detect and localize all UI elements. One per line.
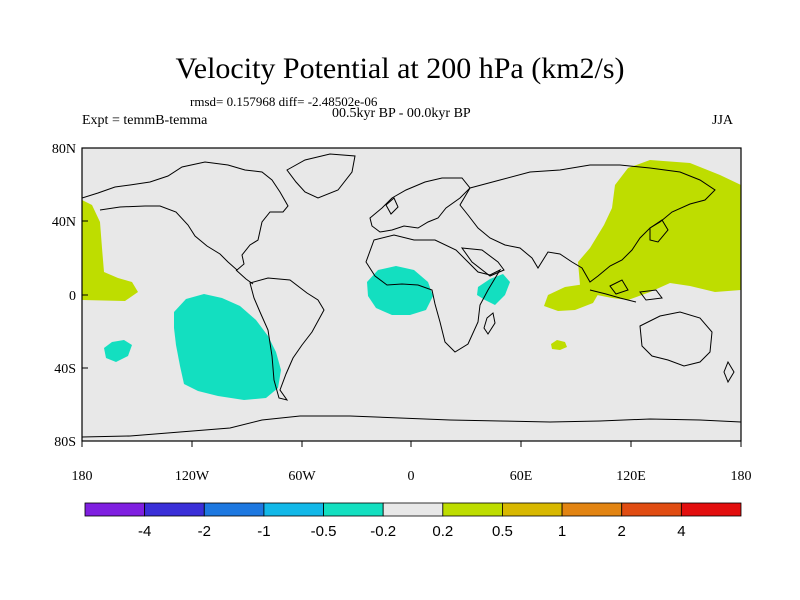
- season-label: JJA: [712, 113, 734, 128]
- colorbar-swatch: [382, 502, 444, 517]
- experiment-label: Expt = temmB-temma: [82, 113, 208, 128]
- colorbar-label: -4: [138, 523, 151, 540]
- colorbar-label: -2: [198, 523, 211, 540]
- rmsd-diff-stats: rmsd= 0.157968 diff= -2.48502e-06: [190, 94, 378, 109]
- colorbar-label: 0.5: [492, 523, 513, 540]
- positive-region-indian-ocean: [544, 284, 600, 311]
- colorbar-swatch: [203, 502, 265, 517]
- negative-region-south-pacific: [174, 294, 281, 400]
- colorbar-swatch: [323, 502, 384, 517]
- colorbar-label: -1: [257, 523, 270, 540]
- colorbar-swatch: [84, 502, 146, 517]
- colorbar-label: 4: [677, 523, 685, 540]
- colorbar-swatch: [442, 502, 503, 517]
- positive-region-small: [551, 340, 567, 350]
- colorbar-swatch: [621, 502, 682, 517]
- positive-region-asia: [578, 160, 741, 300]
- positive-region-west-pacific: [82, 200, 138, 301]
- lon-label-0: 0: [408, 469, 415, 484]
- map-title: Velocity Potential at 200 hPa (km2/s): [175, 52, 625, 85]
- lat-label-80n: 80N: [52, 142, 76, 157]
- colorbar-label: -0.2: [370, 523, 396, 540]
- negative-region-east-africa: [477, 274, 510, 305]
- negative-region-small-pacific: [104, 340, 132, 362]
- coastlines: [82, 153, 741, 438]
- colorbar-swatch: [680, 502, 742, 517]
- colorbar-label: -0.5: [311, 523, 337, 540]
- lon-label-60w: 60W: [288, 469, 316, 484]
- colorbar-swatch: [144, 502, 205, 517]
- lon-label-180w: 180: [72, 469, 93, 484]
- colorbar-swatch: [502, 502, 563, 517]
- lat-label-40n: 40N: [52, 215, 76, 230]
- period-label: 00.5kyr BP - 00.0kyr BP: [332, 106, 471, 121]
- axis-ticks: [81, 147, 742, 447]
- colorbar: -4 -2 -1 -0.5 -0.2 0.2 0.5 1 2 4: [84, 502, 742, 540]
- lon-label-120w: 120W: [175, 469, 210, 484]
- lat-label-80s: 80S: [54, 435, 76, 450]
- lon-label-60e: 60E: [510, 469, 533, 484]
- colorbar-label: 1: [558, 523, 566, 540]
- colorbar-swatch: [263, 502, 324, 517]
- lon-label-120e: 120E: [616, 469, 646, 484]
- colorbar-label: 0.2: [432, 523, 453, 540]
- lat-label-40s: 40S: [54, 362, 76, 377]
- colorbar-swatch: [561, 502, 623, 517]
- lat-label-eq: 0: [69, 289, 76, 304]
- lon-label-180e: 180: [731, 469, 752, 484]
- negative-region-west-africa: [367, 266, 433, 315]
- colorbar-label: 2: [618, 523, 626, 540]
